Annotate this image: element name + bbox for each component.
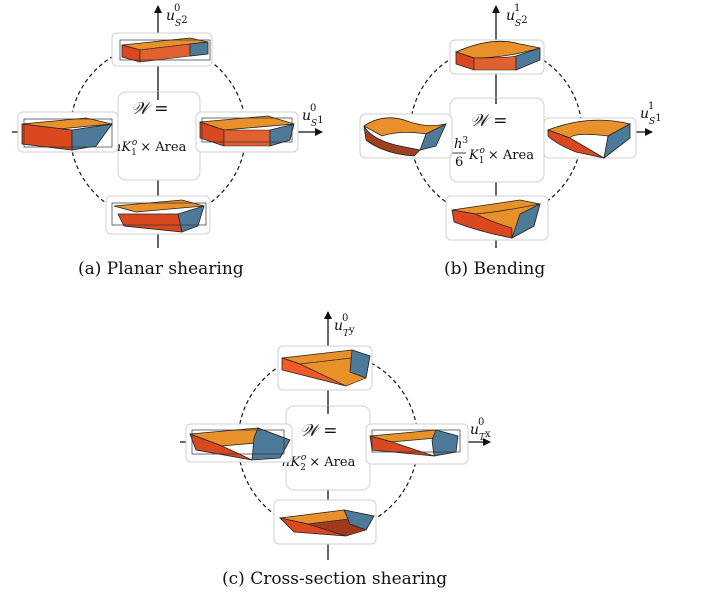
panel-b-frac-num: h3 <box>454 136 468 152</box>
panel-a-energy-lhs: 𝒲 = <box>131 99 168 119</box>
panel-a-y-label: uS20 <box>166 3 188 29</box>
panel-a-block-top <box>111 32 213 67</box>
panel-c-block-right <box>365 423 469 465</box>
panel-c-energy-lhs: 𝒲 = <box>300 421 337 441</box>
panel-b-y-label: uS21 <box>506 3 528 29</box>
panel-c-block-top <box>277 345 373 391</box>
panel-a-block-right <box>195 111 299 153</box>
panel-b: uS21 uS11 𝒲 = h3 6 K1o × Area <box>359 3 662 279</box>
panel-b-block-bottom <box>445 195 549 241</box>
panel-a-block-left <box>17 111 119 153</box>
panel-c-center-box <box>285 405 371 491</box>
panel-b-block-left <box>359 113 453 159</box>
panel-b-energy-rhs: K1o × Area <box>468 146 534 166</box>
panel-b-x-label: uS11 <box>640 101 662 127</box>
panel-a-block-bottom <box>105 195 211 235</box>
panel-a: uS20 uS10 𝒲 = hK1o × Area <box>12 3 324 279</box>
panel-c-y-label: uTy0 <box>334 313 355 339</box>
panel-c-block-left <box>185 423 293 463</box>
panel-a-energy-rhs: hK1o × Area <box>113 138 187 158</box>
panel-b-frac-den: 6 <box>455 155 463 170</box>
panel-c-block-bottom <box>273 499 377 545</box>
panel-b-block-right <box>543 117 637 159</box>
panel-a-caption: (a) Planar shearing <box>78 259 244 279</box>
panel-b-energy-lhs: 𝒲 = <box>470 111 507 131</box>
panel-a-x-label: uS10 <box>302 103 324 129</box>
panel-c: uTy0 uTx0 𝒲 = hK2o × Area <box>180 311 491 589</box>
panel-c-x-label: uTx0 <box>470 417 491 443</box>
panel-c-caption: (c) Cross-section shearing <box>222 569 447 589</box>
panel-b-block-top <box>449 39 545 75</box>
panel-b-caption: (b) Bending <box>444 259 545 279</box>
